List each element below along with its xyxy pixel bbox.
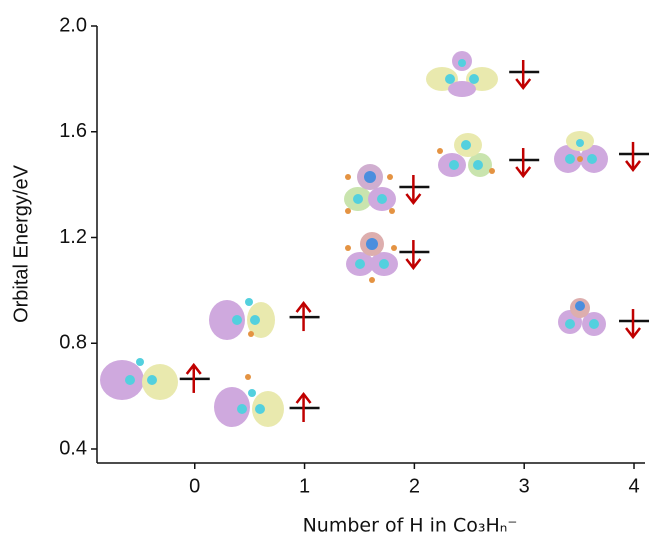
y-tick-label: 2.0 xyxy=(59,14,87,36)
orbital-image xyxy=(345,232,398,283)
y-tick-label: 0.8 xyxy=(59,332,87,354)
orbital-image xyxy=(344,164,396,214)
spin-arrow-head xyxy=(295,391,312,404)
x-tick-label: 1 xyxy=(299,475,310,497)
spin-arrow-head xyxy=(625,327,642,340)
orbital-image xyxy=(100,358,178,400)
orbital-image xyxy=(558,298,606,336)
orbital-image xyxy=(426,51,498,97)
x-tick-label: 2 xyxy=(409,475,420,497)
spin-arrow-head xyxy=(405,258,422,271)
spin-arrow-head xyxy=(295,301,312,313)
y-tick-label: 1.6 xyxy=(59,120,87,142)
x-tick-label: 3 xyxy=(519,475,530,497)
spin-arrow-head xyxy=(515,78,532,91)
spin-arrow-head xyxy=(515,166,532,179)
orbital-images xyxy=(100,51,608,427)
spin-arrow-head xyxy=(625,160,642,172)
orbital-image xyxy=(209,298,275,340)
y-tick-label: 1.2 xyxy=(59,226,87,248)
y-tick-label: 0.4 xyxy=(59,437,87,459)
orbital-image xyxy=(554,131,608,173)
orbital-image xyxy=(437,133,495,177)
x-tick-label: 4 xyxy=(628,475,639,497)
y-axis-label: Orbital Energy/eV xyxy=(10,164,32,323)
x-axis-label: Number of H in Co₃Hₙ⁻ xyxy=(303,515,518,537)
spin-arrow-head xyxy=(405,193,422,206)
orbital-image xyxy=(214,374,284,427)
x-tick-label: 0 xyxy=(189,475,200,497)
spin-arrow-head xyxy=(185,362,202,375)
